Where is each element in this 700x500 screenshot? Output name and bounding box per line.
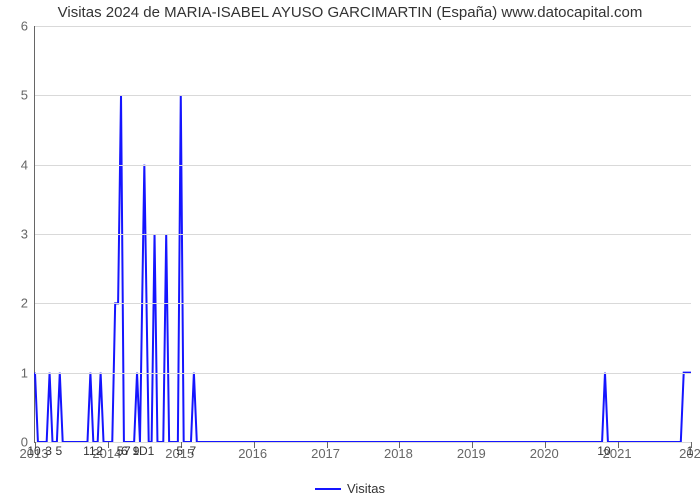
point-label: 10 bbox=[597, 444, 610, 458]
x-year-label: 2018 bbox=[384, 446, 413, 461]
y-tick-label: 1 bbox=[4, 365, 28, 380]
y-tick-label: 3 bbox=[4, 227, 28, 242]
visits-chart: Visitas 2024 de MARIA-ISABEL AYUSO GARCI… bbox=[0, 0, 700, 500]
legend-swatch bbox=[315, 488, 341, 490]
point-label: 7 bbox=[190, 444, 197, 458]
point-label: 1D1 bbox=[132, 444, 154, 458]
point-label: 11 bbox=[83, 444, 95, 458]
legend-label: Visitas bbox=[347, 481, 385, 496]
chart-title: Visitas 2024 de MARIA-ISABEL AYUSO GARCI… bbox=[0, 4, 700, 21]
gridline-h bbox=[35, 165, 691, 166]
gridline-h bbox=[35, 442, 691, 443]
y-tick-label: 6 bbox=[4, 19, 28, 34]
point-label: 3 bbox=[45, 444, 52, 458]
plot-area bbox=[34, 26, 691, 443]
gridline-h bbox=[35, 26, 691, 27]
gridline-h bbox=[35, 303, 691, 304]
x-year-label: 2019 bbox=[457, 446, 486, 461]
gridline-h bbox=[35, 234, 691, 235]
y-tick-label: 4 bbox=[4, 157, 28, 172]
x-year-label: 2020 bbox=[530, 446, 559, 461]
gridline-h bbox=[35, 373, 691, 374]
point-label: 7 bbox=[124, 444, 131, 458]
y-tick-label: 2 bbox=[4, 296, 28, 311]
point-label: 10 bbox=[27, 444, 40, 458]
x-year-label: 2017 bbox=[311, 446, 340, 461]
legend: Visitas bbox=[0, 480, 700, 496]
point-label: 5 bbox=[55, 444, 62, 458]
point-label: 5 bbox=[176, 444, 183, 458]
y-tick-label: 5 bbox=[4, 88, 28, 103]
gridline-h bbox=[35, 95, 691, 96]
point-label: 1 bbox=[687, 444, 694, 458]
x-year-label: 2016 bbox=[238, 446, 267, 461]
point-label: 2 bbox=[96, 444, 103, 458]
